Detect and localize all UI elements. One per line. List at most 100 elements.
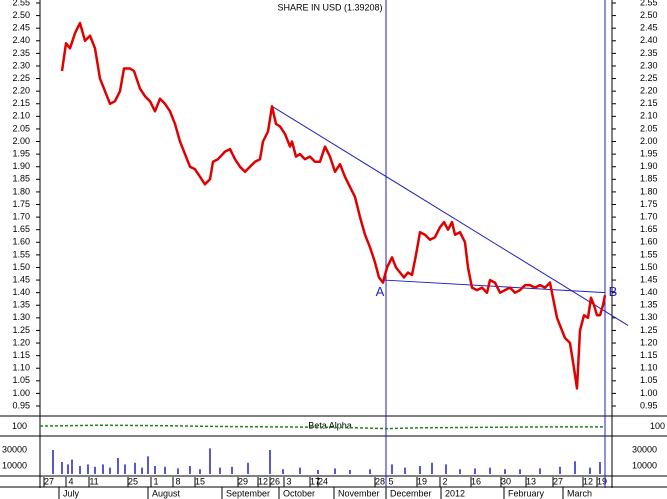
x-tick-label: 1 <box>153 476 158 486</box>
y-tick-label: 2.45 <box>12 23 30 33</box>
y-tick-label: 2.15 <box>12 98 30 108</box>
x-tick-label: 29 <box>238 476 248 486</box>
x-tick-label: 15 <box>195 476 205 486</box>
y-tick-label: 2.25 <box>640 73 658 83</box>
month-label: November <box>338 488 380 498</box>
y-tick-label: 1.45 <box>12 274 30 284</box>
x-tick-label: 16 <box>471 476 481 486</box>
month-label: December <box>390 488 432 498</box>
y-tick-label: 1.00 <box>640 388 658 398</box>
y-tick-label: 2.25 <box>12 73 30 83</box>
y-tick-label: 100 <box>650 421 665 431</box>
y-tick-label: 10000 <box>2 460 27 470</box>
beta-alpha-line <box>39 424 605 430</box>
y-tick-label: 1.20 <box>640 337 658 347</box>
annotation: B <box>609 284 618 299</box>
y-tick-label: 2.50 <box>640 10 658 20</box>
y-tick-label: 1.05 <box>12 375 30 385</box>
y-tick-label: 1.15 <box>640 350 658 360</box>
y-tick-label: 1.40 <box>12 287 30 297</box>
y-tick-label: 2.40 <box>12 35 30 45</box>
price-line <box>60 21 607 390</box>
y-tick-label: 1.40 <box>640 287 658 297</box>
y-tick-label: 1.25 <box>12 325 30 335</box>
y-tick-label: 1.35 <box>640 300 658 310</box>
y-tick-label: 1.75 <box>12 199 30 209</box>
month-label: July <box>63 488 80 498</box>
x-tick-label: 24 <box>318 476 328 486</box>
x-tick-label: 2 <box>442 476 447 486</box>
x-tick-label: 8 <box>175 476 180 486</box>
y-tick-label: 2.55 <box>640 0 658 7</box>
y-tick-label: 1.50 <box>640 262 658 272</box>
y-tick-label: 1.55 <box>640 249 658 259</box>
x-tick-label: 19 <box>417 476 427 486</box>
month-label: September <box>226 488 270 498</box>
x-tick-label: 26 <box>270 476 280 486</box>
y-tick-label: 0.95 <box>12 400 30 410</box>
y-tick-label: 1.60 <box>12 237 30 247</box>
y-tick-label: 1.95 <box>12 149 30 159</box>
y-tick-label: 2.20 <box>12 86 30 96</box>
month-label: February <box>508 488 545 498</box>
month-label: August <box>152 488 181 498</box>
y-tick-label: 1.45 <box>640 274 658 284</box>
y-tick-label: 2.45 <box>640 23 658 33</box>
y-tick-label: 2.00 <box>12 136 30 146</box>
y-tick-label: 1.65 <box>12 224 30 234</box>
x-tick-label: 13 <box>526 476 536 486</box>
x-tick-label: 17 <box>310 476 320 486</box>
y-tick-label: 1.70 <box>640 211 658 221</box>
y-tick-label: 10000 <box>632 460 657 470</box>
x-tick-label: 25 <box>128 476 138 486</box>
y-tick-label: 1.95 <box>640 149 658 159</box>
y-tick-label: 1.25 <box>640 325 658 335</box>
y-tick-label: 1.90 <box>12 161 30 171</box>
y-tick-label: 1.75 <box>640 199 658 209</box>
y-tick-label: 2.05 <box>640 123 658 133</box>
panel-label: Beta Alpha <box>308 420 352 430</box>
y-tick-label: 30000 <box>2 444 27 454</box>
y-tick-label: 1.60 <box>640 237 658 247</box>
y-tick-label: 1.70 <box>12 211 30 221</box>
y-tick-label: 1.00 <box>12 388 30 398</box>
y-tick-label: 2.10 <box>640 111 658 121</box>
y-tick-label: 2.50 <box>12 10 30 20</box>
x-tick-label: 4 <box>68 476 73 486</box>
y-tick-label: 2.15 <box>640 98 658 108</box>
y-tick-label: 1.05 <box>640 375 658 385</box>
x-tick-label: 12 <box>583 476 593 486</box>
y-tick-label: 1.50 <box>12 262 30 272</box>
y-tick-label: 0.95 <box>640 400 658 410</box>
annotation: A <box>376 284 385 299</box>
trendline <box>383 279 606 294</box>
month-label: October <box>283 488 315 498</box>
y-tick-label: 1.55 <box>12 249 30 259</box>
y-tick-label: 1.90 <box>640 161 658 171</box>
y-tick-label: 2.20 <box>640 86 658 96</box>
x-tick-label: 27 <box>553 476 563 486</box>
y-tick-label: 1.30 <box>12 312 30 322</box>
y-tick-label: 2.30 <box>640 60 658 70</box>
chart-title: SHARE IN USD (1.39208) <box>277 2 382 12</box>
x-tick-label: 12 <box>258 476 268 486</box>
x-tick-label: 19 <box>597 476 607 486</box>
y-tick-label: 1.10 <box>12 363 30 373</box>
y-tick-label: 100 <box>12 421 27 431</box>
y-tick-label: 2.00 <box>640 136 658 146</box>
x-tick-label: 28 <box>375 476 385 486</box>
y-tick-label: 1.80 <box>12 186 30 196</box>
x-tick-label: 30 <box>501 476 511 486</box>
y-tick-label: 1.30 <box>640 312 658 322</box>
y-tick-label: 1.35 <box>12 300 30 310</box>
trendline <box>271 105 629 326</box>
y-tick-label: 1.85 <box>12 174 30 184</box>
y-tick-label: 1.65 <box>640 224 658 234</box>
y-tick-label: 1.15 <box>12 350 30 360</box>
y-tick-label: 2.05 <box>12 123 30 133</box>
y-tick-label: 1.80 <box>640 186 658 196</box>
y-tick-label: 2.40 <box>640 35 658 45</box>
y-tick-label: 30000 <box>632 444 657 454</box>
